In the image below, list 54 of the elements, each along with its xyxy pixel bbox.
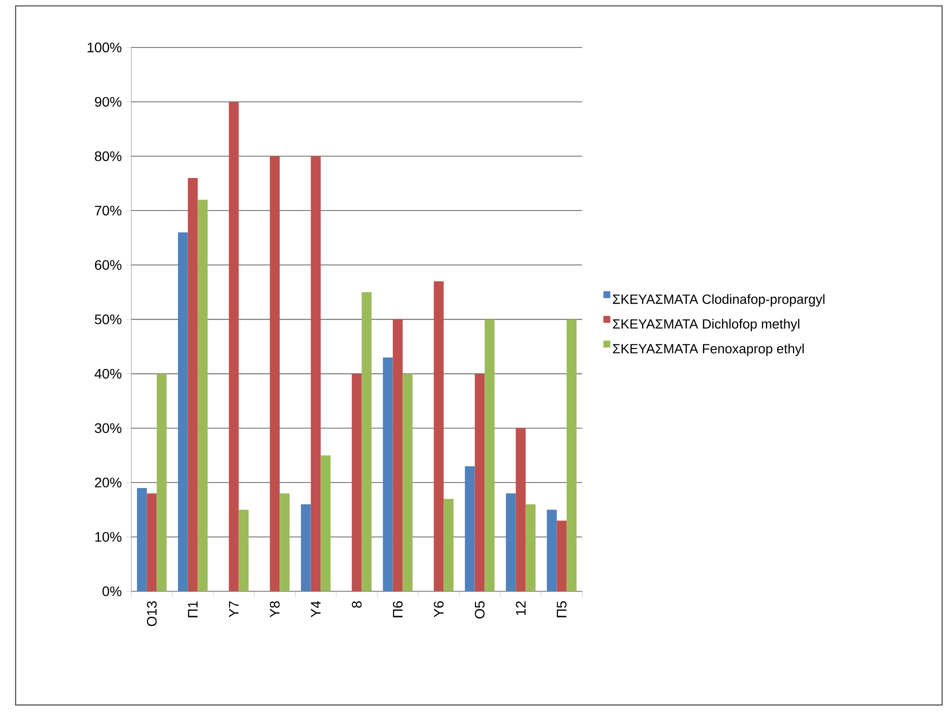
bar: [464, 466, 475, 592]
legend-label: ΣΚΕΥΑΣΜΑΤΑ Fenoxaprop ethyl: [612, 344, 804, 356]
bar: [484, 319, 495, 592]
bar: [352, 374, 362, 592]
bar: [320, 455, 331, 592]
x-tick-label: Υ6: [434, 601, 444, 618]
y-tick-label: 10%: [95, 532, 122, 542]
bar: [198, 200, 208, 592]
y-tick-label: 0%: [102, 586, 122, 596]
x-tick-label: Υ4: [311, 601, 321, 618]
bar: [546, 510, 557, 592]
bar: [556, 520, 567, 592]
bar: [526, 504, 536, 592]
bar: [280, 493, 290, 592]
y-tick-label: 50%: [94, 314, 122, 324]
y-tick-label: 90%: [94, 96, 122, 107]
x-tick-label: Υ8: [270, 601, 280, 618]
bar: [156, 374, 167, 592]
bar: [136, 488, 147, 592]
bar: [566, 319, 577, 592]
bar: [238, 510, 249, 592]
bar: [300, 504, 311, 592]
bar: [506, 493, 516, 592]
bar: [434, 281, 444, 592]
x-tick-label: Π1: [188, 601, 198, 618]
x-tick-label: Υ7: [229, 601, 239, 618]
y-tick-label: 20%: [94, 478, 122, 488]
legend-label: ΣΚΕΥΑΣΜΑΤΑ Dichlofop methyl: [612, 318, 800, 332]
bar: [228, 102, 239, 592]
x-tick-label: 12: [516, 601, 526, 616]
y-tick-label: 70%: [95, 206, 122, 216]
bar: [270, 156, 280, 592]
x-tick-label: Ο13: [146, 601, 157, 626]
x-tick-label: Π5: [556, 601, 567, 618]
bar: [516, 428, 526, 592]
y-tick-label: 60%: [94, 260, 122, 270]
bar: [402, 374, 413, 592]
y-tick-label: 40%: [94, 368, 122, 379]
y-tick-label: 80%: [94, 151, 122, 162]
y-tick-label: 100%: [88, 42, 122, 52]
bar: [362, 292, 372, 592]
x-tick-label: Π6: [392, 601, 403, 618]
bar: [474, 374, 485, 592]
bar: [382, 357, 393, 592]
bar: [310, 156, 321, 592]
bar: [392, 319, 403, 592]
legend-label: ΣΚΕΥΑΣΜΑΤΑ Clodinafop-propargyl: [612, 294, 824, 307]
x-tick-label: 8: [352, 601, 362, 608]
bar: [178, 232, 188, 592]
bar: [188, 178, 198, 592]
x-tick-label: Ο5: [474, 601, 485, 618]
bar: [444, 498, 454, 592]
bar: [146, 493, 157, 592]
y-tick-label: 30%: [94, 423, 122, 434]
